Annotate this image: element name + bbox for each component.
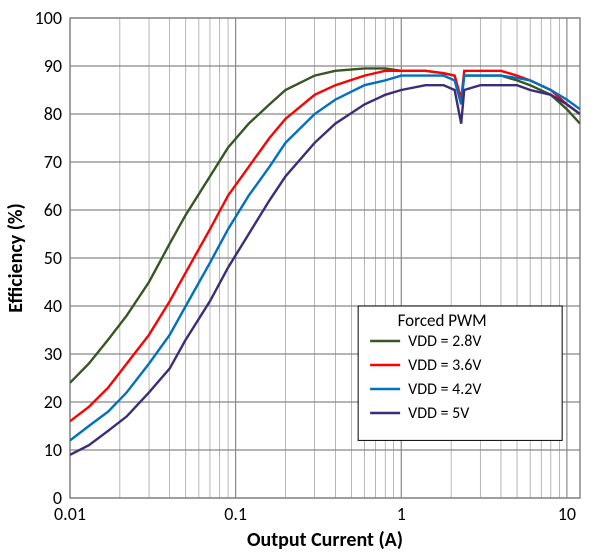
efficiency-chart: 01020304050607080901000.010.1110Output C… [0, 0, 600, 559]
y-tick-label: 10 [44, 439, 62, 461]
y-tick-label: 30 [44, 343, 62, 365]
y-axis-label: Efficiency (%) [4, 203, 28, 312]
x-tick-label: 1 [397, 503, 406, 525]
y-tick-label: 60 [44, 199, 62, 221]
legend-title: Forced PWM [398, 310, 487, 331]
legend-item-label: VDD = 4.2V [408, 380, 482, 399]
y-tick-label: 20 [44, 391, 62, 413]
y-tick-label: 40 [44, 295, 62, 317]
y-tick-label: 70 [44, 151, 62, 173]
legend-item-label: VDD = 3.6V [408, 356, 482, 375]
y-tick-label: 100 [35, 7, 62, 29]
y-tick-label: 90 [44, 55, 62, 77]
legend-item-label: VDD = 5V [408, 404, 470, 423]
x-axis-label: Output Current (A) [247, 528, 403, 552]
x-tick-label: 0.1 [224, 503, 247, 525]
legend-item-label: VDD = 2.8V [408, 332, 482, 351]
y-tick-label: 50 [44, 247, 62, 269]
x-tick-label: 10 [558, 503, 576, 525]
y-tick-label: 80 [44, 103, 62, 125]
x-tick-label: 0.01 [54, 503, 86, 525]
